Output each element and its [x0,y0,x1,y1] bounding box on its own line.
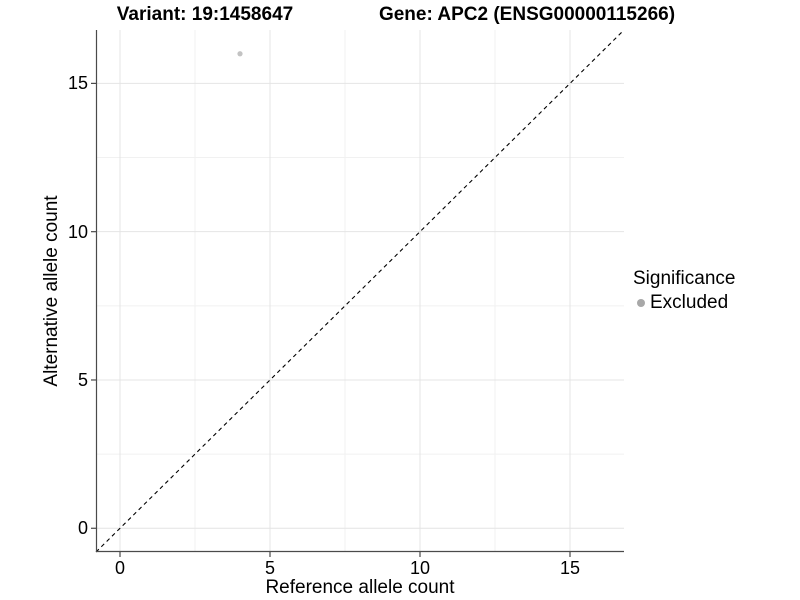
x-tick-label: 5 [264,558,276,578]
y-axis-title: Alternative allele count [41,195,62,387]
x-tick-label: 0 [114,558,126,578]
x-axis-title: Reference allele count [265,577,455,598]
x-tick-label: 15 [559,558,581,578]
plot-title-variant: Variant: 19:1458647 [116,4,294,25]
data-point [237,51,243,57]
y-tick-label: 0 [77,518,88,539]
legend-entry-excluded: Excluded [633,292,735,313]
legend: Significance Excluded [633,268,735,313]
plot-title-gene: Gene: APC2 (ENSG00000115266) [378,4,676,25]
x-tick-label: 10 [409,558,431,578]
legend-entry-label: Excluded [650,292,729,313]
y-tick-label: 5 [77,369,88,390]
y-tick-label: 10 [67,221,88,242]
legend-title: Significance [633,268,736,289]
y-tick-label: 15 [67,73,88,94]
plot-panel [91,29,625,557]
identity-reference-line [95,29,625,553]
excluded-point-icon [637,298,645,307]
